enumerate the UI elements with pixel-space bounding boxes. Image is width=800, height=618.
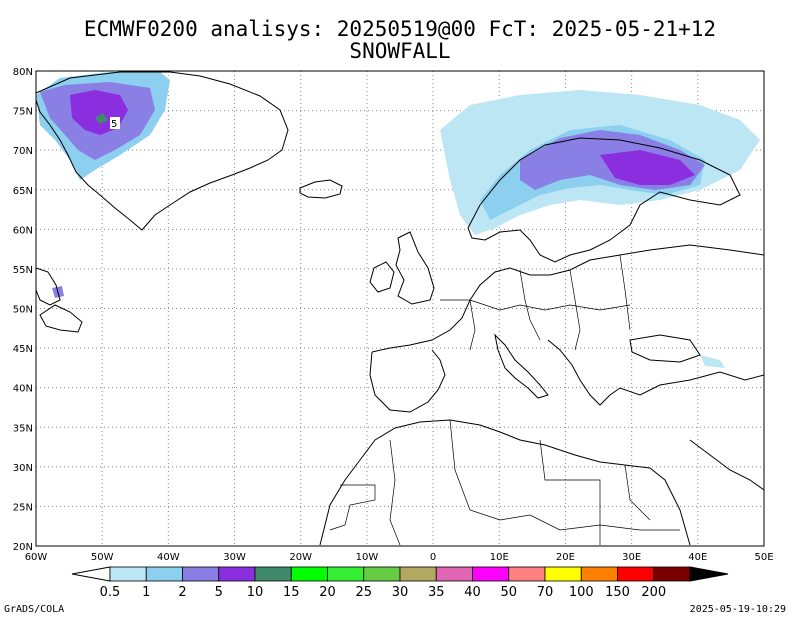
colorbar-swatch bbox=[435, 566, 473, 582]
colorbar-label: 150 bbox=[605, 585, 630, 600]
labrador-coast bbox=[35, 267, 61, 306]
contour-label-box: 5 bbox=[110, 117, 120, 130]
footer-credit: GrADS/COLA bbox=[4, 604, 65, 615]
lat-tick-label: 40N bbox=[13, 384, 33, 395]
colorbar-swatch bbox=[290, 566, 328, 582]
britain-coast bbox=[395, 231, 435, 305]
footer-timestamp: 2025-05-19-10:29 bbox=[689, 604, 786, 615]
colorbar-swatch bbox=[544, 566, 582, 582]
newfoundland-coast bbox=[39, 304, 83, 333]
colorbar-label: 5 bbox=[215, 585, 223, 600]
colorbar-swatch bbox=[617, 566, 655, 582]
country-borders bbox=[329, 254, 680, 546]
snow-caucasus bbox=[700, 355, 725, 368]
colorbar-label: 25 bbox=[355, 585, 372, 600]
lat-tick-label: 25N bbox=[13, 502, 33, 513]
lat-tick-label: 45N bbox=[13, 344, 33, 355]
lon-tick-label: 40E bbox=[688, 552, 707, 563]
colorbar-swatch bbox=[363, 566, 401, 582]
colorbar-label: 2 bbox=[178, 585, 186, 600]
lon-tick-label: 60W bbox=[25, 552, 48, 563]
colorbar-labels: 0.5 1 2 5 10 15 20 25 30 35 40 50 70 100 150 200 bbox=[100, 585, 667, 600]
colorbar-label: 50 bbox=[500, 585, 517, 600]
coastlines bbox=[35, 71, 765, 546]
lat-tick-label: 20N bbox=[13, 542, 33, 553]
colorbar-label: 100 bbox=[569, 585, 594, 600]
iberia-coast bbox=[369, 349, 446, 413]
latitude-labels: 80N 75N 70N 65N 60N 55N 50N 45N 40N 35N 30N 25N 20N bbox=[13, 67, 33, 553]
colorbar-swatch bbox=[508, 566, 546, 582]
lat-tick-label: 60N bbox=[13, 225, 33, 236]
colorbar-label: 10 bbox=[247, 585, 264, 600]
caspian-black-sea bbox=[629, 334, 701, 363]
lon-tick-label: 40W bbox=[157, 552, 180, 563]
colorbar-boxes bbox=[71, 566, 729, 582]
lon-tick-label: 20W bbox=[289, 552, 312, 563]
lat-tick-label: 70N bbox=[13, 146, 33, 157]
lat-tick-label: 80N bbox=[13, 67, 33, 78]
lon-tick-label: 50E bbox=[754, 552, 773, 563]
lon-tick-label: 30E bbox=[622, 552, 641, 563]
ireland-coast bbox=[369, 261, 395, 293]
africa-coast bbox=[319, 419, 691, 546]
colorbar-label: 20 bbox=[319, 585, 336, 600]
scandinavia-coast bbox=[467, 137, 741, 263]
snow-scandinavia-dark bbox=[600, 150, 695, 185]
colorbar-label: 70 bbox=[537, 585, 554, 600]
colorbar-swatch bbox=[399, 566, 437, 582]
colorbar-label: 35 bbox=[428, 585, 445, 600]
lat-tick-label: 75N bbox=[13, 107, 33, 118]
lon-tick-label: 10E bbox=[490, 552, 509, 563]
lon-tick-label: 10W bbox=[356, 552, 379, 563]
colorbar-swatch bbox=[327, 566, 365, 582]
colorbar-label: 40 bbox=[464, 585, 481, 600]
lon-tick-label: 50W bbox=[91, 552, 114, 563]
colorbar-label: 0.5 bbox=[100, 585, 121, 600]
colorbar-label: 30 bbox=[392, 585, 409, 600]
snow-greenland-green bbox=[95, 113, 108, 124]
lat-tick-label: 50N bbox=[13, 305, 33, 316]
colorbar-swatch bbox=[580, 566, 618, 582]
plot-frame bbox=[35, 70, 765, 547]
italy-coast bbox=[494, 333, 549, 399]
colorbar-low-arrow bbox=[71, 566, 111, 582]
colorbar-swatch bbox=[653, 566, 691, 582]
iceland-coast bbox=[299, 179, 343, 199]
colorbar-label: 15 bbox=[283, 585, 300, 600]
title-line-2: SNOWFALL bbox=[349, 39, 451, 63]
colorbar-swatch bbox=[254, 566, 292, 582]
colorbar-label: 1 bbox=[142, 585, 150, 600]
colorbar-label: 200 bbox=[641, 585, 666, 600]
title-line-1: ECMWF0200 analisys: 20250519@00 FcT: 202… bbox=[83, 17, 717, 41]
lat-tick-label: 65N bbox=[13, 186, 33, 197]
contour-label: 5 bbox=[111, 119, 117, 130]
longitude-labels: 60W 50W 40W 30W 20W 10W 0 10E 20E 30E 40E 50E bbox=[25, 552, 774, 563]
colorbar-swatch bbox=[218, 566, 256, 582]
lon-tick-label: 30W bbox=[223, 552, 246, 563]
colorbar-swatch bbox=[145, 566, 183, 582]
greenland-coast bbox=[35, 71, 289, 231]
lat-tick-label: 30N bbox=[13, 463, 33, 474]
balkans-coast bbox=[547, 339, 765, 406]
lon-tick-label: 20E bbox=[556, 552, 575, 563]
colorbar-swatch bbox=[182, 566, 220, 582]
colorbar-swatch bbox=[109, 566, 147, 582]
colorbar-high-arrow bbox=[689, 566, 729, 582]
arabia-coast bbox=[689, 439, 765, 491]
europe-coast bbox=[371, 244, 765, 353]
lon-tick-label: 0 bbox=[430, 552, 436, 563]
colorbar-swatch bbox=[472, 566, 510, 582]
lat-tick-label: 35N bbox=[13, 423, 33, 434]
lat-tick-label: 55N bbox=[13, 265, 33, 276]
